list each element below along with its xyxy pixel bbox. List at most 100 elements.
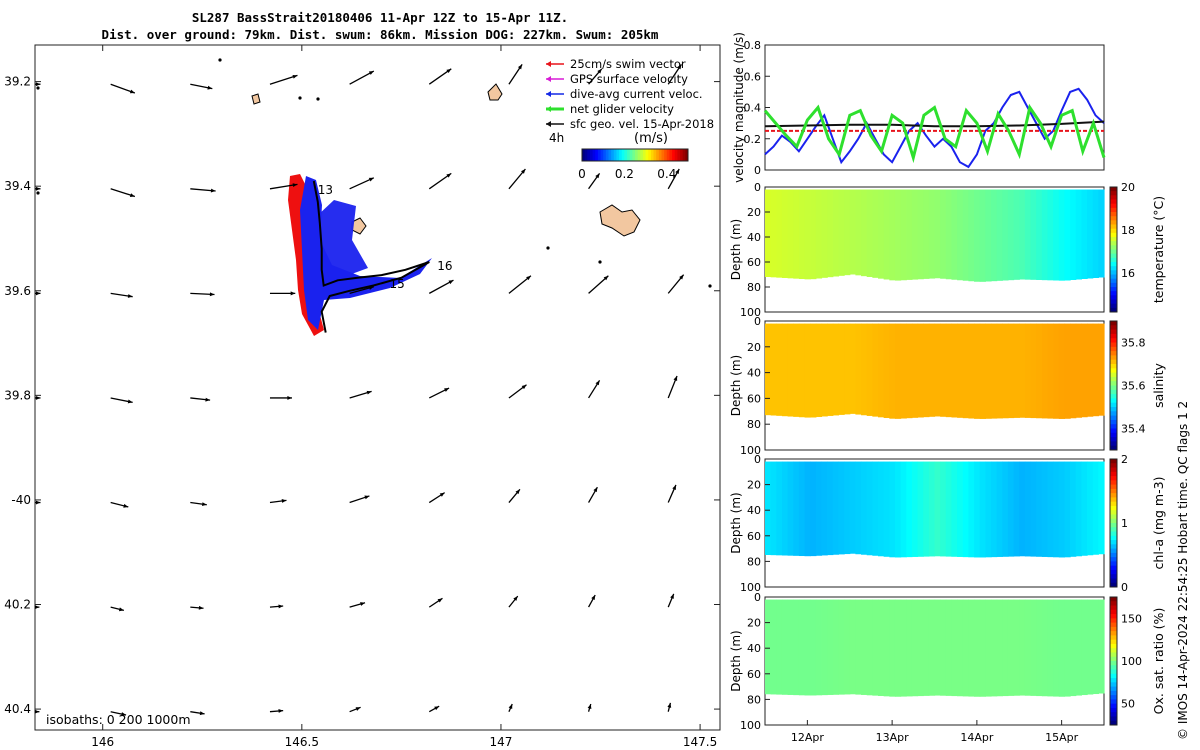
- map-colorbar-cell: [605, 149, 609, 161]
- map-colorbar-tick-label: 0.4: [657, 167, 676, 181]
- geo-velocity-arrow: [110, 397, 133, 404]
- section-cell: [1002, 461, 1009, 557]
- section-cell: [1036, 189, 1043, 280]
- section-colorbar-tick-label: 16: [1121, 267, 1135, 280]
- section-cell: [855, 461, 862, 555]
- section-panel: 0 20 40 60 80 100 Depth (m) 50 100 150 Ox. sat. ra…: [729, 591, 1166, 732]
- section-cell: [940, 461, 947, 557]
- section-cell: [900, 323, 907, 419]
- geo-velocity-arrow: [428, 172, 452, 190]
- section-cell: [804, 461, 811, 557]
- section-cell: [1098, 189, 1105, 278]
- section-panel: 0 20 40 60 80 100 Depth (m) 0 1 2 chl-a (mg m-3): [729, 453, 1166, 594]
- geo-velocity-arrow: [508, 275, 532, 294]
- geo-velocity-arrow: [587, 703, 592, 712]
- section-cell: [804, 323, 811, 418]
- section-colorbar-tick-label: 35.8: [1121, 337, 1146, 350]
- section-cell: [906, 461, 913, 558]
- section-colorbar-cell: [1110, 695, 1117, 700]
- section-cell: [798, 599, 806, 696]
- section-cell: [1047, 189, 1054, 281]
- map-colorbar-cell: [677, 149, 681, 161]
- geo-velocity-arrow: [667, 484, 677, 503]
- section-colorbar-cell: [1110, 639, 1117, 645]
- section-cell: [934, 599, 941, 696]
- section-cell: [991, 599, 998, 697]
- section-cell: [787, 189, 794, 279]
- section-colorbar-cell: [1110, 459, 1117, 464]
- section-cell: [945, 189, 953, 280]
- section-cell: [1002, 599, 1009, 697]
- section-colorbar-cell: [1110, 501, 1117, 507]
- section-colorbar-cell: [1110, 656, 1117, 662]
- section-colorbar-cell: [1110, 253, 1117, 259]
- map-colorbar-cell: [650, 149, 655, 161]
- land-dot: [36, 86, 40, 90]
- geo-velocity-arrow: [349, 602, 366, 608]
- section-cell: [911, 323, 919, 418]
- section-y-tick-label: 40: [747, 231, 761, 244]
- map-colorbar-cell: [664, 149, 668, 161]
- map-y-tick-label: 39.8: [4, 388, 31, 402]
- section-colorbar-cell: [1110, 561, 1117, 567]
- section-cell: [1024, 189, 1032, 280]
- legend-swatch-head: [546, 91, 551, 97]
- geo-velocity-arrow: [269, 709, 284, 713]
- geo-velocity-arrow: [349, 177, 375, 190]
- geo-velocity-arrow: [35, 291, 41, 296]
- section-colorbar-label: chl-a (mg m-3): [1151, 477, 1166, 570]
- section-cell: [928, 323, 936, 417]
- section-colorbar-cell: [1110, 203, 1117, 209]
- section-y-tick-label: 80: [747, 418, 761, 431]
- section-cell: [866, 189, 873, 277]
- section-cell: [1058, 323, 1066, 419]
- section-colorbar-cell: [1110, 597, 1117, 602]
- section-cell: [855, 599, 862, 695]
- section-colorbar-cell: [1110, 467, 1117, 473]
- section-colorbar-cell: [1110, 548, 1117, 554]
- section-colorbar-cell: [1110, 686, 1117, 692]
- section-cell: [889, 599, 896, 697]
- section-cell: [991, 189, 998, 282]
- section-colorbar-cell: [1110, 569, 1117, 575]
- geo-velocity-arrow: [269, 74, 298, 85]
- map-colorbar-tick-label: 0.2: [615, 167, 634, 181]
- map-colorbar-cell: [685, 149, 689, 161]
- section-cell: [985, 189, 992, 282]
- geo-velocity-arrow: [349, 390, 372, 399]
- geo-velocity-arrow: [349, 706, 361, 713]
- section-colorbar-cell: [1110, 531, 1117, 537]
- map-y-tick-label: 39.6: [4, 284, 31, 298]
- section-cell: [1007, 189, 1015, 281]
- section-colorbar-tick-label: 35.4: [1121, 423, 1146, 436]
- section-colorbar-cell: [1110, 411, 1117, 417]
- legend-swatch-head: [546, 61, 551, 67]
- section-cell: [821, 461, 828, 556]
- section-cell: [996, 189, 1003, 281]
- geo-velocity-arrow: [428, 68, 452, 85]
- section-cell: [1036, 323, 1043, 419]
- section-cell: [827, 189, 834, 278]
- velocity-series-line: [764, 120, 1105, 128]
- section-colorbar-cell: [1110, 407, 1117, 412]
- section-colorbar-cell: [1110, 480, 1117, 486]
- section-colorbar-cell: [1110, 648, 1117, 653]
- section-colorbar-cell: [1110, 351, 1117, 356]
- section-colorbar-cell: [1110, 372, 1117, 378]
- geo-velocity-arrow: [667, 274, 685, 294]
- section-cell: [872, 189, 879, 278]
- section-cell: [951, 189, 958, 280]
- section-cell: [832, 599, 840, 695]
- map-colorbar-cell: [627, 149, 631, 161]
- section-colorbar-cell: [1110, 295, 1117, 300]
- geo-velocity-arrow: [588, 173, 601, 190]
- section-colorbar-label: salinity: [1151, 362, 1166, 407]
- section-cell: [923, 461, 930, 557]
- section-cell: [962, 189, 969, 281]
- map-y-tick-label: 40.2: [4, 598, 31, 612]
- section-cell: [1024, 461, 1032, 557]
- section-y-tick-label: 100: [740, 306, 761, 319]
- section-y-tick-label: 100: [740, 581, 761, 594]
